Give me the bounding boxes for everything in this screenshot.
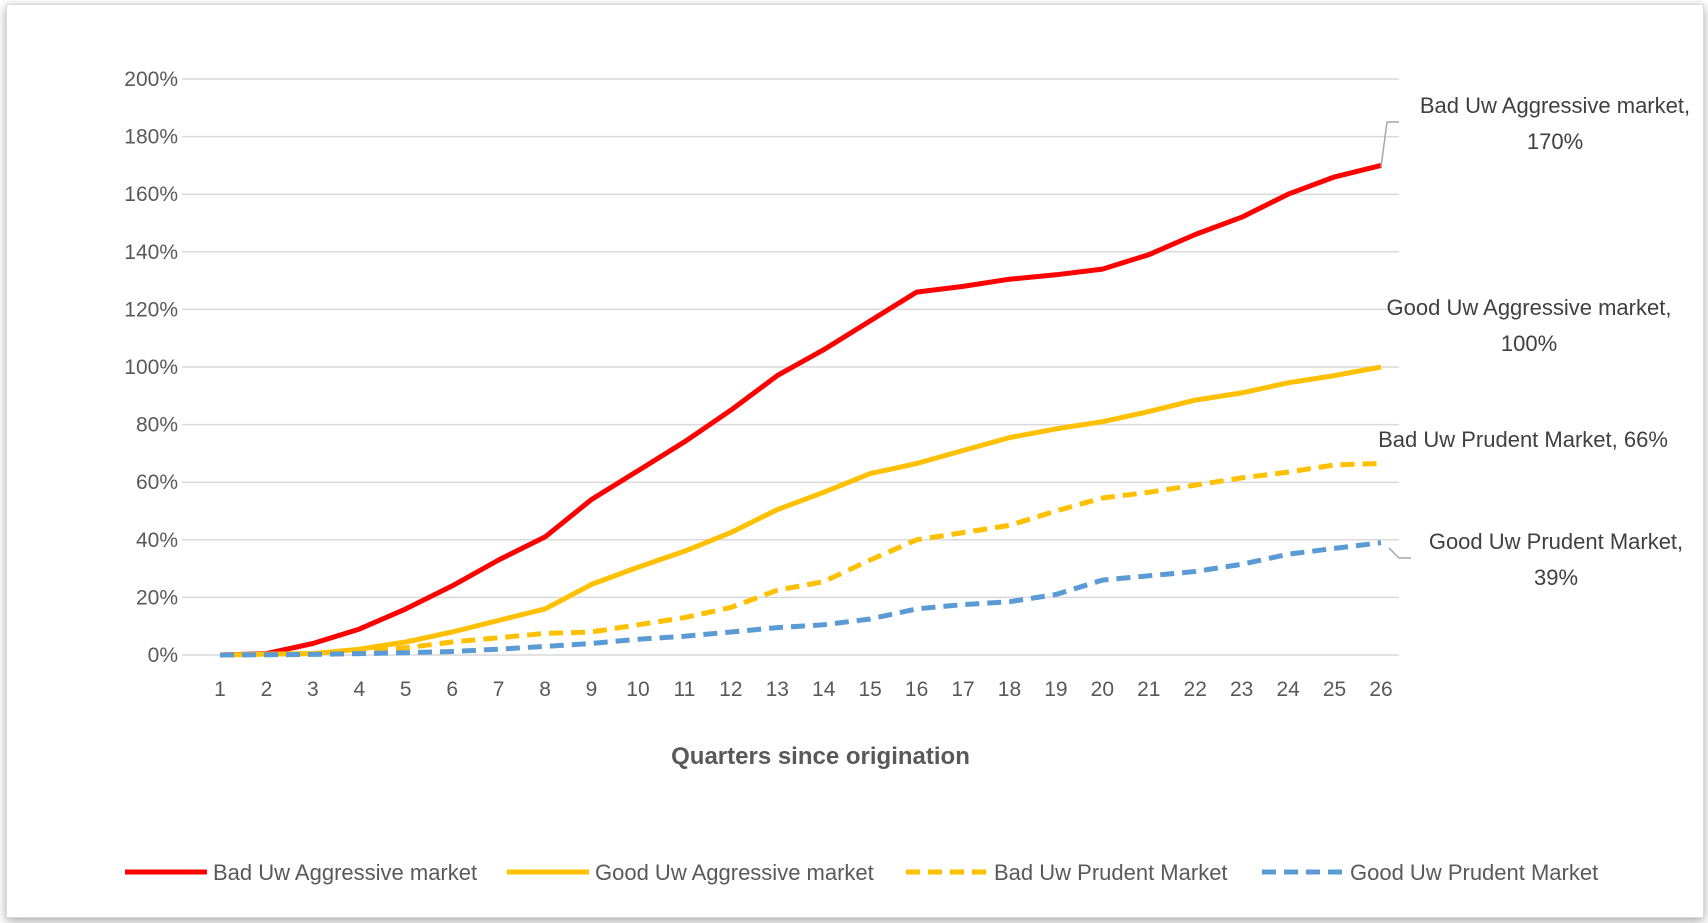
legend: Bad Uw Aggressive market Good Uw Aggressi…	[125, 860, 1598, 885]
y-tick-label: 160%	[124, 183, 178, 206]
x-tick-label: 25	[1323, 678, 1346, 701]
x-tick-label: 9	[586, 678, 598, 701]
x-tick-label: 26	[1369, 678, 1392, 701]
x-axis-title: Quarters since origination	[671, 743, 970, 770]
series-end-label: Bad Uw Prudent Market, 66%	[1378, 427, 1668, 452]
end-label-leader-line	[1380, 121, 1399, 168]
x-axis-tick-labels: 1 2 3 4 5 6 7 8 9 10 11 12 13 14 15 16 17 18 19 20 21 22 23 24 2…	[214, 678, 1393, 701]
y-tick-label: 100%	[124, 356, 178, 379]
cumulative-loss-line-chart: 0% 20% 40% 60% 80% 100% 120% 140% 160% 180% 200% 1…	[124, 68, 1690, 885]
series-line-good-uw-prudent	[219, 540, 1382, 658]
series-lines	[219, 162, 1382, 658]
y-tick-label: 0%	[148, 644, 178, 667]
y-tick-label: 20%	[136, 586, 178, 609]
x-tick-label: 22	[1184, 678, 1207, 701]
x-tick-label: 4	[353, 678, 365, 701]
series-end-label: 100%	[1501, 331, 1557, 356]
x-tick-label: 20	[1091, 678, 1114, 701]
x-tick-label: 10	[626, 678, 649, 701]
x-tick-label: 21	[1137, 678, 1160, 701]
series-line-good-uw-aggressive	[219, 364, 1382, 658]
chart-frame: 0% 20% 40% 60% 80% 100% 120% 140% 160% 180% 200% 1…	[6, 4, 1704, 918]
y-tick-label: 140%	[124, 241, 178, 264]
x-tick-label: 5	[400, 678, 412, 701]
legend-label: Good Uw Prudent Market	[1350, 860, 1598, 885]
x-tick-label: 23	[1230, 678, 1253, 701]
x-tick-label: 2	[261, 678, 273, 701]
x-tick-label: 12	[719, 678, 742, 701]
x-tick-label: 15	[858, 678, 881, 701]
series-end-label: Good Uw Aggressive market,	[1387, 295, 1672, 320]
series-end-label: Good Uw Prudent Market,	[1429, 529, 1683, 554]
x-tick-label: 6	[446, 678, 458, 701]
x-tick-label: 3	[307, 678, 319, 701]
y-tick-label: 40%	[136, 529, 178, 552]
y-tick-label: 120%	[124, 298, 178, 321]
x-tick-label: 17	[951, 678, 974, 701]
x-tick-label: 18	[998, 678, 1021, 701]
x-tick-label: 11	[673, 678, 695, 701]
series-end-label: 39%	[1534, 565, 1578, 590]
x-tick-label: 13	[766, 678, 789, 701]
legend-label: Bad Uw Aggressive market	[213, 860, 477, 885]
x-tick-label: 14	[812, 678, 836, 701]
x-tick-label: 19	[1044, 678, 1067, 701]
series-end-label: Bad Uw Aggressive market,	[1420, 93, 1690, 118]
y-axis-tick-labels: 0% 20% 40% 60% 80% 100% 120% 140% 160% 180% 200%	[124, 68, 178, 667]
end-label-leader-line	[1388, 547, 1411, 559]
series-line-bad-uw-aggressive	[219, 162, 1382, 658]
legend-label: Bad Uw Prudent Market	[994, 860, 1228, 885]
legend-label: Good Uw Aggressive market	[595, 860, 874, 885]
x-tick-label: 7	[493, 678, 505, 701]
x-tick-label: 24	[1276, 678, 1300, 701]
y-tick-label: 60%	[136, 471, 178, 494]
y-tick-label: 80%	[136, 414, 178, 437]
y-tick-label: 180%	[124, 126, 178, 149]
x-tick-label: 1	[214, 678, 226, 701]
y-tick-label: 200%	[124, 68, 178, 91]
x-tick-label: 8	[539, 678, 551, 701]
series-end-labels: Bad Uw Aggressive market, 170% Good Uw Agg…	[1378, 93, 1690, 590]
x-tick-label: 16	[905, 678, 928, 701]
series-end-label: 170%	[1527, 129, 1583, 154]
